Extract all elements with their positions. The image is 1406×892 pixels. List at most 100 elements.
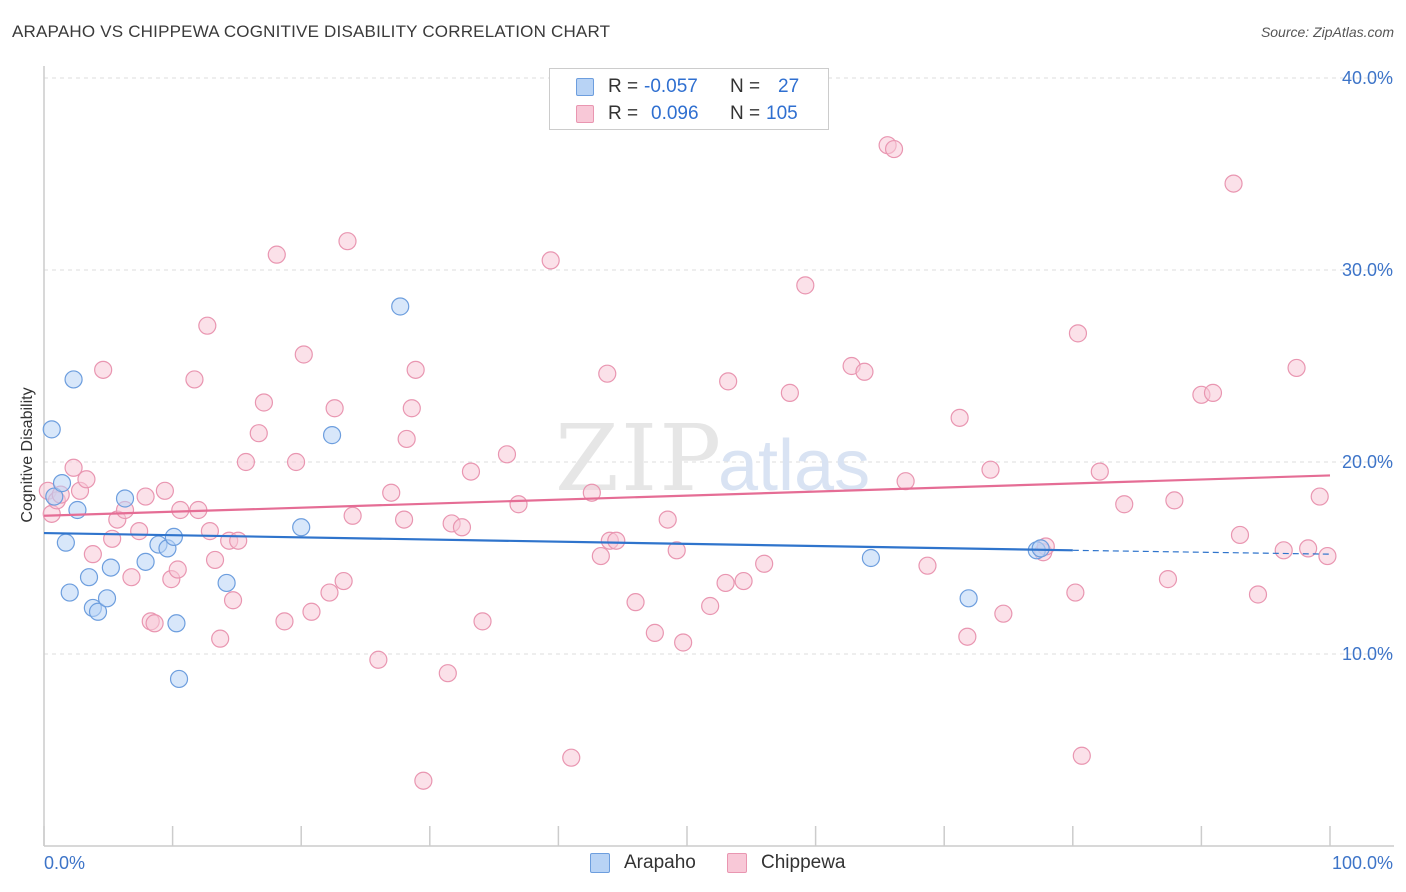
correlation-legend: R = -0.057 N = 27 R = 0.096 N = 105 <box>549 68 829 130</box>
chippewa-point <box>294 345 313 364</box>
arapaho-trend-line <box>43 531 1073 552</box>
chippewa-point <box>667 541 686 560</box>
source-label: Source: ZipAtlas.com <box>1260 24 1394 40</box>
chippewa-point <box>438 664 457 683</box>
chippewa-point <box>254 393 274 412</box>
chippewa-point <box>171 500 190 520</box>
chippewa-point <box>1158 570 1178 589</box>
legend-row-arapaho: R = -0.057 N = 27 <box>550 73 830 101</box>
chippewa-trend-line <box>43 474 1331 517</box>
chippewa-point <box>320 583 339 602</box>
arapaho-point <box>64 370 83 389</box>
legend-n-value: 105 <box>766 103 798 124</box>
arapaho-point <box>322 426 342 445</box>
chippewa-point <box>211 629 230 648</box>
chippewa-point <box>896 472 915 491</box>
chippewa-point <box>452 518 472 537</box>
chippewa-point <box>369 650 388 669</box>
chippewa-point <box>155 481 174 500</box>
chippewa-point <box>94 360 113 379</box>
chippewa-point <box>130 522 149 541</box>
chippewa-point <box>716 573 735 593</box>
chippewa-point <box>701 596 720 616</box>
chippewa-point <box>1274 541 1293 560</box>
arapaho-trend-extension <box>1072 549 1331 555</box>
axis-layer <box>43 66 1394 847</box>
arapaho-point <box>88 602 108 621</box>
chippewa-point <box>286 452 306 472</box>
arapaho-point <box>97 589 117 608</box>
chippewa-point <box>198 316 217 335</box>
arapaho-point <box>45 487 64 506</box>
legend-swatch-arapaho <box>576 78 594 96</box>
chippewa-point <box>394 510 414 529</box>
tick-label-layer: 10.0% 20.0% 30.0% 40.0% 0.0% 100.0% <box>44 68 1393 873</box>
bottom-legend-label-chippewa: Chippewa <box>761 852 846 873</box>
arapaho-point <box>391 297 410 316</box>
chippewa-point <box>598 364 617 383</box>
chippewa-point <box>334 571 353 591</box>
y-tick-label: 20.0% <box>1342 452 1393 472</box>
chippewa-point <box>1066 583 1085 602</box>
chippewa-point <box>1072 746 1091 765</box>
chippewa-point <box>473 612 492 631</box>
chippewa-point <box>461 462 481 481</box>
chippewa-point <box>414 771 433 790</box>
arapaho-point <box>42 420 61 439</box>
arapaho-point <box>169 669 189 689</box>
chippewa-point <box>674 633 693 652</box>
chippewa-point <box>302 602 321 621</box>
chippewa-point <box>950 408 969 427</box>
legend-row-chippewa: R = 0.096 N = 105 <box>550 100 830 128</box>
arapaho-point <box>217 573 236 593</box>
chippewa-point <box>994 604 1013 623</box>
chippewa-point <box>658 510 677 529</box>
chippewa-point <box>77 470 96 489</box>
arapaho-point <box>959 589 978 608</box>
chippewa-point <box>796 276 815 295</box>
chippewa-point <box>1115 495 1134 514</box>
chippewa-point <box>275 612 294 631</box>
chippewa-point <box>168 560 187 579</box>
legend-swatch-chippewa <box>576 105 594 123</box>
chippewa-point <box>1248 585 1268 604</box>
chippewa-point <box>497 445 517 464</box>
arapaho-point <box>164 527 183 546</box>
chippewa-point <box>1299 539 1318 558</box>
watermark: ZIP atlas <box>555 405 870 512</box>
legend-n-value: 27 <box>778 76 800 97</box>
grid-layer <box>44 77 1394 655</box>
points-layer <box>38 136 1337 790</box>
chippewa-point <box>719 372 738 391</box>
chippewa-point <box>1068 324 1088 343</box>
chippewa-point <box>645 623 664 642</box>
chippewa-point <box>200 522 219 541</box>
arapaho-point <box>167 614 186 633</box>
chippewa-point <box>509 495 528 514</box>
chippewa-point <box>1318 546 1337 566</box>
chippewa-point <box>145 614 164 633</box>
chippewa-point <box>397 429 416 449</box>
trend-layer <box>43 474 1331 555</box>
chippewa-point <box>402 399 421 418</box>
legend-r-label: R = <box>608 103 639 124</box>
chippewa-point <box>1287 358 1306 378</box>
chippewa-point <box>855 362 874 381</box>
arapaho-point <box>115 489 135 508</box>
chippewa-point <box>236 452 256 472</box>
chippewa-point <box>83 545 102 564</box>
chippewa-point <box>382 483 401 502</box>
chippewa-point <box>1224 174 1243 193</box>
chippewa-point <box>205 550 225 570</box>
chippewa-point <box>562 748 581 767</box>
chippewa-point <box>223 591 243 610</box>
chippewa-point <box>1230 525 1250 545</box>
chippewa-point <box>607 531 626 550</box>
chart-title: ARAPAHO VS CHIPPEWA COGNITIVE DISABILITY… <box>12 22 611 41</box>
arapaho-point <box>60 583 79 602</box>
chippewa-point <box>884 139 904 159</box>
chippewa-point <box>1310 487 1329 506</box>
chippewa-point <box>734 571 753 591</box>
x-tick-label: 0.0% <box>44 853 85 873</box>
